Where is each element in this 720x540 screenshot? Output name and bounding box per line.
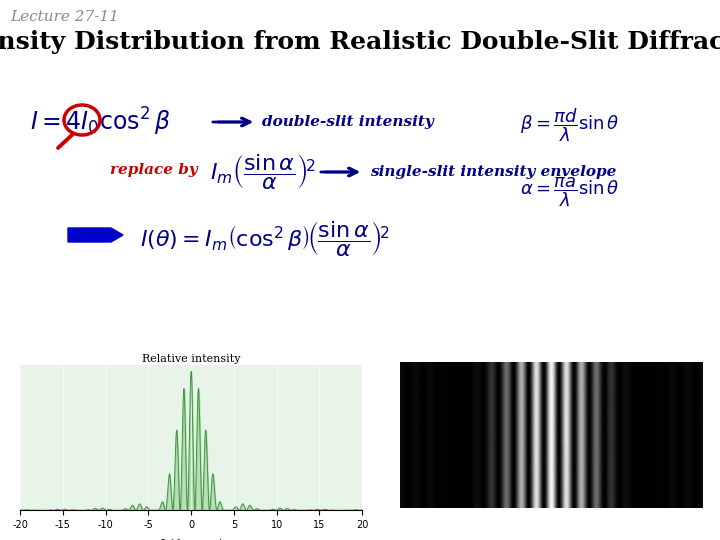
Text: double-slit intensity: double-slit intensity — [262, 115, 433, 129]
Text: $I(\theta) = I_m\left(\cos^2\beta\right)\!\left(\dfrac{\sin\alpha}{\alpha}\right: $I(\theta) = I_m\left(\cos^2\beta\right)… — [140, 219, 390, 258]
Text: $I_m\left(\dfrac{\sin\alpha}{\alpha}\right)^{\!2}$: $I_m\left(\dfrac{\sin\alpha}{\alpha}\rig… — [210, 152, 315, 192]
Text: Lecture 27-11: Lecture 27-11 — [10, 10, 119, 24]
Text: replace by: replace by — [110, 163, 198, 177]
FancyArrow shape — [68, 228, 123, 242]
Text: $\alpha = \dfrac{\pi a}{\lambda}\sin\theta$: $\alpha = \dfrac{\pi a}{\lambda}\sin\the… — [520, 175, 619, 209]
Text: $\beta = \dfrac{\pi d}{\lambda}\sin\theta$: $\beta = \dfrac{\pi d}{\lambda}\sin\thet… — [520, 106, 619, 144]
Text: single-slit intensity envelope: single-slit intensity envelope — [370, 165, 616, 179]
Text: Intensity Distribution from Realistic Double-Slit Diffraction: Intensity Distribution from Realistic Do… — [0, 30, 720, 54]
Title: Relative intensity: Relative intensity — [142, 354, 240, 364]
X-axis label: $\theta$ (degrees): $\theta$ (degrees) — [158, 536, 224, 540]
Text: $I = 4I_0\cos^2\beta$: $I = 4I_0\cos^2\beta$ — [30, 106, 171, 138]
